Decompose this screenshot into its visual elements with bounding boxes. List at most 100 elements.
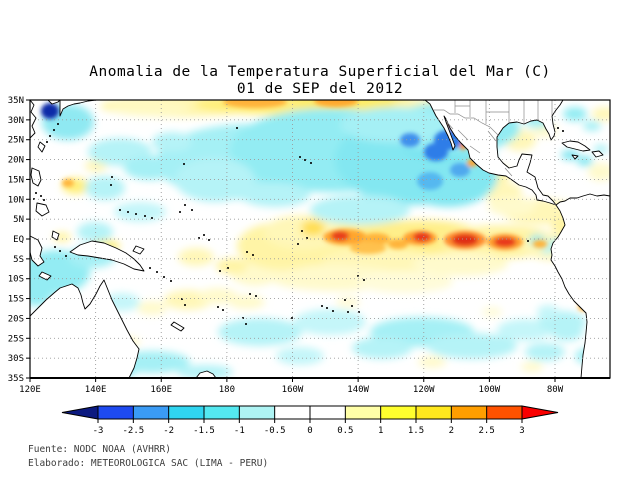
anomaly-blob bbox=[310, 195, 410, 225]
anomaly-blob bbox=[152, 132, 192, 152]
anomaly-blob bbox=[583, 121, 601, 131]
lat-tick-label: 25S bbox=[8, 334, 24, 344]
lat-tick-label: 20N bbox=[8, 156, 24, 166]
island-dot bbox=[304, 159, 306, 161]
anomaly-core-blob bbox=[424, 143, 448, 161]
anomaly-core-blob bbox=[452, 234, 478, 246]
lon-tick-label: 120W bbox=[413, 385, 435, 395]
island-dot bbox=[351, 305, 353, 307]
island-dot bbox=[57, 123, 59, 125]
island-dot bbox=[297, 243, 299, 245]
anomaly-blob bbox=[592, 107, 610, 121]
lat-tick-label: 30N bbox=[8, 116, 24, 126]
lat-tick-label: 10N bbox=[8, 195, 24, 205]
island-dot bbox=[53, 129, 55, 131]
lon-tick-label: 160W bbox=[282, 385, 304, 395]
anomaly-blob bbox=[198, 288, 238, 304]
lat-tick-label: 20S bbox=[8, 314, 24, 324]
island-dot bbox=[301, 230, 303, 232]
anomaly-core-blob bbox=[62, 179, 74, 187]
island-dot bbox=[358, 311, 360, 313]
lat-tick-label: EQ bbox=[13, 235, 24, 245]
lat-tick-label: 35N bbox=[8, 96, 24, 106]
colorbar-tick-label: -2 bbox=[163, 426, 174, 436]
colorbar-tick-label: 3 bbox=[519, 426, 524, 436]
island-dot bbox=[527, 240, 529, 242]
anomaly-blob bbox=[229, 295, 265, 309]
colorbar-tick-label: -1.5 bbox=[193, 426, 215, 436]
colorbar-legend: -3 -2.5 -2 -1.5 -1 -0.5 0 0.5 1 1.5 2 2.5 3 bbox=[61, 405, 559, 436]
anomaly-blob bbox=[541, 246, 553, 254]
anomaly-core-blob bbox=[413, 232, 431, 242]
island-dot bbox=[65, 255, 67, 257]
lon-tick-label: 80W bbox=[547, 385, 564, 395]
anomaly-blob bbox=[357, 271, 453, 293]
colorbar-segment bbox=[239, 406, 275, 419]
coastline-hispaniola bbox=[591, 150, 604, 158]
island-dot bbox=[219, 270, 221, 272]
lon-tick-label: 160E bbox=[150, 385, 172, 395]
island-dot bbox=[291, 317, 293, 319]
colorbar-segment bbox=[380, 406, 416, 419]
anomaly-blob bbox=[175, 158, 255, 202]
island-dot bbox=[326, 307, 328, 309]
anomaly-core-blob bbox=[533, 240, 547, 248]
coastline-japan bbox=[59, 100, 109, 117]
colorbar-segment bbox=[486, 406, 522, 419]
lat-tick-label: 15N bbox=[8, 175, 24, 185]
coastline-cuba bbox=[561, 140, 591, 152]
island-dot bbox=[43, 199, 45, 201]
anomaly-blob bbox=[137, 301, 167, 315]
lat-tick-label: 10S bbox=[8, 275, 24, 285]
state-border-line bbox=[455, 105, 509, 113]
anomaly-core-blob bbox=[388, 239, 408, 249]
lon-tick-label: 140E bbox=[85, 385, 107, 395]
island-dot bbox=[332, 310, 334, 312]
colorbar-tick-label: -1 bbox=[234, 426, 245, 436]
island-dot bbox=[156, 271, 158, 273]
island-dot bbox=[49, 135, 51, 137]
colorbar-left-arrow bbox=[61, 405, 99, 420]
colorbar-tick-label: -2.5 bbox=[122, 426, 144, 436]
coastline-new-britain bbox=[132, 245, 145, 255]
anomaly-blob bbox=[218, 318, 302, 346]
anomaly-blob bbox=[216, 258, 248, 274]
anomaly-blob bbox=[482, 307, 502, 317]
lat-tick-label: 5N bbox=[13, 215, 24, 225]
anomaly-blob bbox=[521, 362, 543, 372]
producer-credit: Elaborado: METEOROLOGICA SAC (LIMA - PER… bbox=[28, 458, 268, 469]
island-dot bbox=[144, 215, 146, 217]
anomaly-core-blob bbox=[450, 163, 470, 177]
colorbar-tick-label: -0.5 bbox=[264, 426, 286, 436]
anomaly-blob bbox=[427, 333, 517, 359]
island-dot bbox=[557, 127, 559, 129]
anomaly-core-blob bbox=[331, 231, 349, 241]
island-dot bbox=[149, 267, 151, 269]
island-dots bbox=[33, 123, 564, 325]
colorbar-tick-label: 0 bbox=[307, 426, 312, 436]
island-dot bbox=[310, 162, 312, 164]
island-dot bbox=[252, 254, 254, 256]
island-dot bbox=[111, 176, 113, 178]
island-dot bbox=[151, 217, 153, 219]
anomaly-core-blob bbox=[223, 100, 287, 108]
island-dot bbox=[344, 299, 346, 301]
state-border-line bbox=[445, 120, 513, 177]
island-dot bbox=[363, 279, 365, 281]
island-dot bbox=[198, 237, 200, 239]
colorbar-tick-label: 0.5 bbox=[337, 426, 353, 436]
island-dot bbox=[203, 234, 205, 236]
anomaly-blob bbox=[336, 296, 360, 308]
lat-tick-label: 25N bbox=[8, 136, 24, 146]
anomaly-core-blob bbox=[314, 100, 358, 107]
anomaly-blob bbox=[124, 156, 176, 180]
anomaly-blob bbox=[412, 252, 508, 276]
colorbar-segment bbox=[168, 406, 204, 419]
coastline-mindanao bbox=[35, 202, 50, 217]
lon-tick-label: 120E bbox=[19, 385, 41, 395]
island-dot bbox=[184, 204, 186, 206]
coastline-australia bbox=[30, 279, 140, 378]
island-dot bbox=[299, 156, 301, 158]
